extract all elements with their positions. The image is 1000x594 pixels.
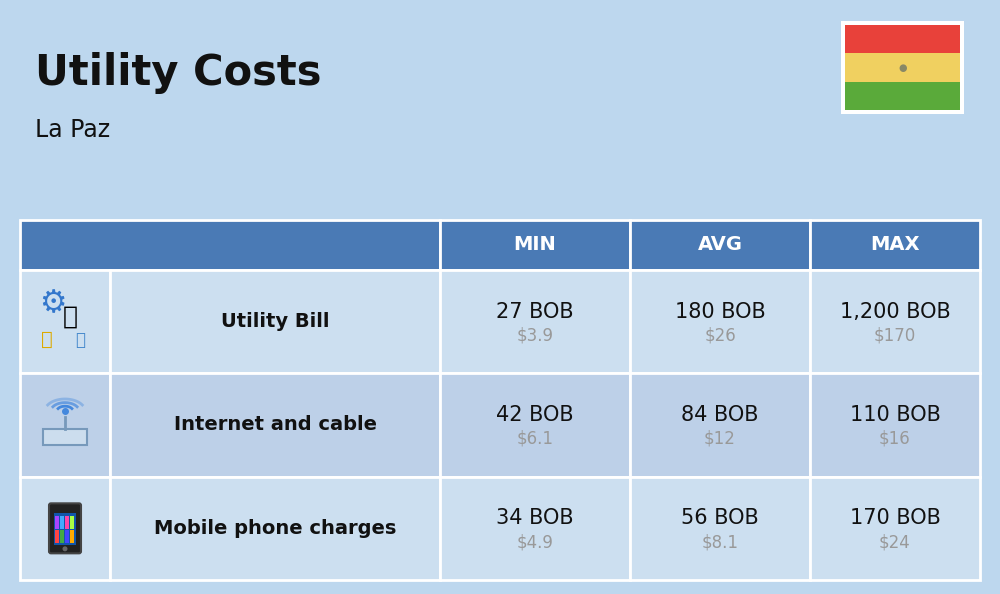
Text: Utility Costs: Utility Costs: [35, 52, 322, 94]
Text: Internet and cable: Internet and cable: [174, 415, 376, 434]
Text: $26: $26: [704, 327, 736, 345]
Circle shape: [62, 546, 68, 551]
Bar: [440, 374, 630, 476]
Bar: [20, 476, 110, 580]
Text: 👷: 👷: [62, 305, 78, 328]
Bar: [65, 516, 69, 529]
Text: $12: $12: [704, 430, 736, 448]
Bar: [810, 270, 980, 374]
Bar: [55, 516, 59, 529]
Text: 110 BOB: 110 BOB: [850, 405, 940, 425]
FancyBboxPatch shape: [49, 503, 81, 554]
Text: 170 BOB: 170 BOB: [850, 508, 940, 528]
Text: 27 BOB: 27 BOB: [496, 302, 574, 322]
Text: 🔌: 🔌: [41, 330, 53, 349]
Bar: [810, 374, 980, 476]
Bar: [20, 270, 110, 374]
Text: 1,200 BOB: 1,200 BOB: [840, 302, 950, 322]
Text: $24: $24: [879, 533, 911, 551]
Text: Mobile phone charges: Mobile phone charges: [154, 519, 396, 538]
Text: MIN: MIN: [514, 235, 556, 254]
Bar: [110, 476, 440, 580]
Bar: [630, 476, 810, 580]
Text: 56 BOB: 56 BOB: [681, 508, 759, 528]
Bar: [630, 270, 810, 374]
Bar: [70, 530, 74, 544]
Text: MAX: MAX: [870, 235, 920, 254]
Bar: [841, 21, 964, 114]
Bar: [20, 374, 110, 476]
Bar: [845, 25, 960, 53]
Bar: [810, 220, 980, 270]
Text: $3.9: $3.9: [516, 327, 554, 345]
Text: 34 BOB: 34 BOB: [496, 508, 574, 528]
Bar: [43, 429, 87, 445]
Bar: [810, 476, 980, 580]
Bar: [60, 516, 64, 529]
Text: 180 BOB: 180 BOB: [675, 302, 765, 322]
Bar: [630, 220, 810, 270]
Text: La Paz: La Paz: [35, 118, 110, 142]
Bar: [65, 530, 69, 544]
Text: 84 BOB: 84 BOB: [681, 405, 759, 425]
Bar: [55, 530, 59, 544]
Text: AVG: AVG: [698, 235, 742, 254]
Bar: [60, 530, 64, 544]
Bar: [630, 374, 810, 476]
Text: ●: ●: [898, 62, 907, 72]
Bar: [110, 374, 440, 476]
Text: $4.9: $4.9: [517, 533, 553, 551]
Bar: [440, 270, 630, 374]
Text: $16: $16: [879, 430, 911, 448]
Text: Utility Bill: Utility Bill: [221, 312, 329, 331]
Bar: [54, 513, 76, 545]
Text: ⚙: ⚙: [39, 289, 67, 318]
Text: 42 BOB: 42 BOB: [496, 405, 574, 425]
Text: 📟: 📟: [75, 331, 85, 349]
Bar: [440, 476, 630, 580]
Bar: [70, 516, 74, 529]
Bar: [845, 53, 960, 81]
Bar: [20, 220, 440, 270]
Text: $8.1: $8.1: [702, 533, 738, 551]
Text: $170: $170: [874, 327, 916, 345]
Text: $6.1: $6.1: [516, 430, 554, 448]
Bar: [845, 81, 960, 110]
Bar: [110, 270, 440, 374]
Bar: [440, 220, 630, 270]
